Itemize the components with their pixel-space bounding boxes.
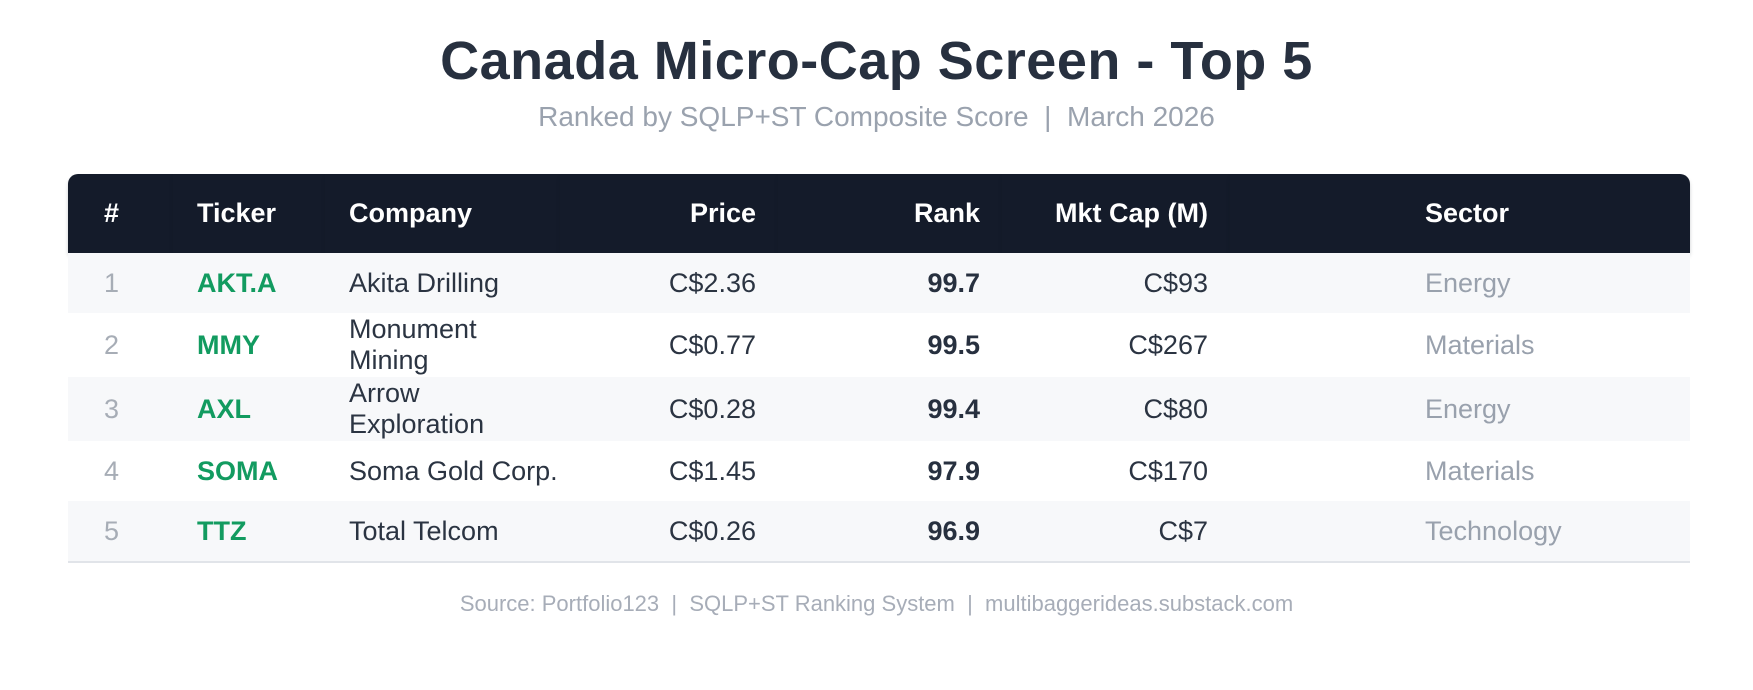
table-row: 2 MMY Monument Mining C$0.77 99.5 C$267 Materi… (68, 313, 1690, 377)
cell-ticker: SOMA (173, 441, 325, 501)
cell-rank: 99.5 (778, 313, 1002, 377)
column-header-sector: Sector (1230, 174, 1690, 253)
cell-rank: 99.7 (778, 253, 1002, 313)
cell-sector: Materials (1230, 441, 1690, 501)
cell-rank: 99.4 (778, 377, 1002, 441)
cell-company: Akita Drilling (325, 253, 560, 313)
column-header-num: # (68, 174, 173, 253)
cell-company: Arrow Exploration (325, 377, 560, 441)
cell-num: 4 (68, 441, 173, 501)
cell-ticker: AKT.A (173, 253, 325, 313)
cell-mktcap: C$80 (1002, 377, 1230, 441)
cell-rank: 96.9 (778, 501, 1002, 563)
table-body: 1 AKT.A Akita Drilling C$2.36 99.7 C$93 Energy… (68, 253, 1690, 563)
column-header-rank: Rank (778, 174, 1002, 253)
microcap-screen-table: # Ticker Company Price Rank Mkt Cap (M) Sector… (68, 174, 1690, 563)
table-header: # Ticker Company Price Rank Mkt Cap (M) Sector (68, 174, 1690, 253)
table-row: 5 TTZ Total Telcom C$0.26 96.9 C$7 Technology (68, 501, 1690, 563)
cell-price: C$0.26 (560, 501, 778, 563)
cell-num: 5 (68, 501, 173, 563)
table-row: 3 AXL Arrow Exploration C$0.28 99.4 C$80 Energ… (68, 377, 1690, 441)
cell-ticker: AXL (173, 377, 325, 441)
column-header-mktcap: Mkt Cap (M) (1002, 174, 1230, 253)
cell-company: Monument Mining (325, 313, 560, 377)
cell-rank: 97.9 (778, 441, 1002, 501)
cell-num: 3 (68, 377, 173, 441)
cell-price: C$0.28 (560, 377, 778, 441)
cell-company: Total Telcom (325, 501, 560, 563)
table-header-row: # Ticker Company Price Rank Mkt Cap (M) Sector (68, 174, 1690, 253)
column-header-company: Company (325, 174, 560, 253)
source-attribution: Source: Portfolio123 | SQLP+ST Ranking S… (459, 591, 1294, 616)
cell-company: Soma Gold Corp. (325, 441, 560, 501)
table-row: 4 SOMA Soma Gold Corp. C$1.45 97.9 C$170 Mater… (68, 441, 1690, 501)
cell-sector: Energy (1230, 377, 1690, 441)
table-row: 1 AKT.A Akita Drilling C$2.36 99.7 C$93 Energy (68, 253, 1690, 313)
cell-sector: Technology (1230, 501, 1690, 563)
cell-price: C$1.45 (560, 441, 778, 501)
cell-num: 2 (68, 313, 173, 377)
cell-ticker: TTZ (173, 501, 325, 563)
column-header-ticker: Ticker (173, 174, 325, 253)
cell-num: 1 (68, 253, 173, 313)
cell-mktcap: C$267 (1002, 313, 1230, 377)
screen-table-container: # Ticker Company Price Rank Mkt Cap (M) Sector… (68, 174, 1690, 563)
page-subtitle: Ranked by SQLP+ST Composite Score | Marc… (538, 101, 1215, 132)
cell-ticker: MMY (173, 313, 325, 377)
cell-price: C$2.36 (560, 253, 778, 313)
cell-sector: Materials (1230, 313, 1690, 377)
page-title: Canada Micro-Cap Screen - Top 5 (440, 31, 1313, 91)
column-header-price: Price (560, 174, 778, 253)
cell-sector: Energy (1230, 253, 1690, 313)
cell-mktcap: C$93 (1002, 253, 1230, 313)
cell-mktcap: C$170 (1002, 441, 1230, 501)
cell-mktcap: C$7 (1002, 501, 1230, 563)
cell-price: C$0.77 (560, 313, 778, 377)
